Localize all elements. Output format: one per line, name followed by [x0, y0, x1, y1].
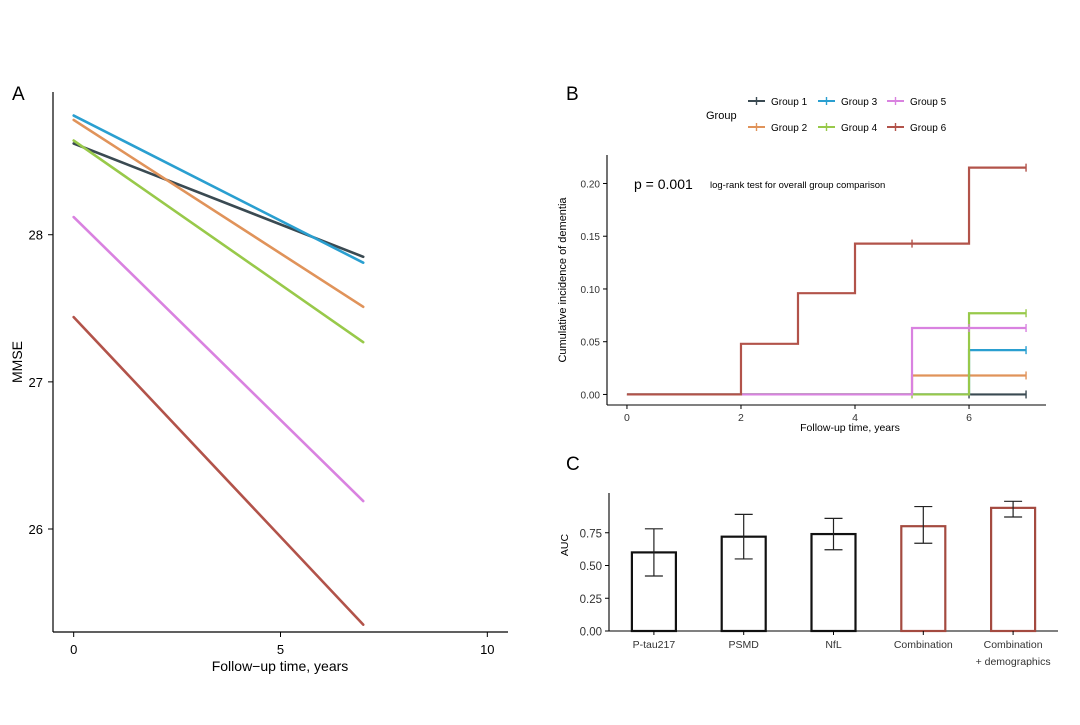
panel-c-error-bar	[824, 517, 843, 551]
panel-b-legend-label: Group 6	[910, 123, 947, 134]
panel-a-series-line-4	[72, 139, 365, 344]
panel-c-x-tick-label: PSMD	[729, 639, 760, 651]
panel-c-x-tick-label: P-tau217	[633, 639, 676, 651]
panel-b-legend-label: Group 5	[910, 97, 947, 108]
panel-b-step-line-4	[626, 312, 1027, 396]
panel-b-legend-label: Group 3	[841, 97, 878, 108]
panel-label-c: C	[566, 454, 580, 475]
panel-a-y-tick-label: 28	[29, 228, 43, 243]
panel-b-legend-title: Group	[706, 110, 737, 122]
panel-a-y-axis-label: MMSE	[9, 341, 25, 383]
panel-a-y-tick-label: 27	[29, 375, 43, 390]
panel-b-legend-item-3: Group 3	[818, 97, 878, 108]
panel-c-error-bar	[734, 513, 753, 560]
panel-b-step-line-2	[626, 374, 1027, 396]
panel-b-legend-label: Group 2	[771, 123, 808, 134]
panel-a-mmse-chart: 0 5 10 26 27 28 Follow−up time, years MMSE	[9, 92, 508, 674]
panel-b-y-tick-label: 0.00	[581, 390, 601, 401]
panel-a-series-line-3	[72, 118, 365, 309]
panel-a-series-line-2	[72, 114, 365, 264]
panel-b-y-tick-label: 0.05	[581, 338, 601, 349]
panel-c-x-tick-label: Combination	[894, 639, 953, 651]
panel-c-error-bar	[1004, 500, 1023, 518]
panel-c-x-tick-label: NfL	[825, 639, 842, 651]
panel-b-annotation: log-rank test for overall group comparis…	[710, 180, 885, 191]
panel-c-error-bar	[914, 505, 933, 544]
panel-b-x-tick-label: 2	[738, 412, 744, 424]
panel-c-y-tick-label: 0.75	[580, 528, 602, 540]
panel-b-p-value: p = 0.001	[634, 176, 693, 192]
panel-b-step-line-5	[626, 326, 1027, 396]
panel-b-y-tick-label: 0.15	[581, 232, 601, 243]
panel-c-y-tick-label: 0.00	[580, 627, 602, 639]
panel-a-x-tick-label: 5	[277, 642, 284, 657]
panel-c-error-bar	[644, 528, 663, 577]
panel-c-auc-chart: 0.00 0.25 0.50 0.75 P-tau217 PSMD NfL Combinat…	[559, 493, 1058, 668]
panel-b-legend-label: Group 4	[841, 123, 878, 134]
panel-b-y-tick-label: 0.20	[581, 179, 601, 190]
panel-b-step-line-3	[626, 349, 1027, 396]
panel-label-a: A	[12, 84, 25, 105]
panel-c-x-tick-label: Combination + demographics	[976, 639, 1051, 668]
panel-c-y-tick-label: 0.50	[580, 561, 602, 573]
panel-b-legend-item-4: Group 4	[818, 123, 878, 134]
panel-b-legend-label: Group 1	[771, 97, 808, 108]
panel-b-legend-item-6: Group 6	[887, 123, 947, 134]
panel-b-incidence-chart: 0 2 4 6 0.00 0.05 0.10 0.15 0.20 Group Group 1 Gr…	[557, 97, 1046, 434]
panel-c-y-axis-label: AUC	[559, 533, 571, 556]
panel-b-y-axis-label: Cumulative incidence of dementia	[557, 197, 569, 363]
panel-a-y-tick-label: 26	[29, 522, 43, 537]
panel-b-x-tick-label: 6	[966, 412, 972, 424]
panel-a-x-tick-label: 10	[480, 642, 494, 657]
panel-a-x-tick-label: 0	[70, 642, 77, 657]
panel-b-legend-item-5: Group 5	[887, 97, 947, 108]
panel-label-b: B	[566, 84, 579, 105]
panel-c-bar-5	[989, 506, 1037, 633]
panel-b-legend-item-1: Group 1	[748, 97, 808, 108]
panel-b-step-line-6	[626, 166, 1027, 396]
panel-c-y-tick-label: 0.25	[580, 594, 602, 606]
panel-b-x-tick-label: 0	[624, 412, 630, 424]
panel-b-legend-item-2: Group 2	[748, 123, 808, 134]
panel-b-x-tick-label: 4	[852, 412, 858, 424]
panel-a-series-line-5	[72, 215, 365, 503]
panel-a-x-axis-label: Follow−up time, years	[212, 658, 349, 674]
panel-b-y-tick-label: 0.10	[581, 285, 601, 296]
panel-b-x-axis-label: Follow-up time, years	[800, 422, 900, 434]
panel-a-series-line-6	[72, 315, 365, 626]
